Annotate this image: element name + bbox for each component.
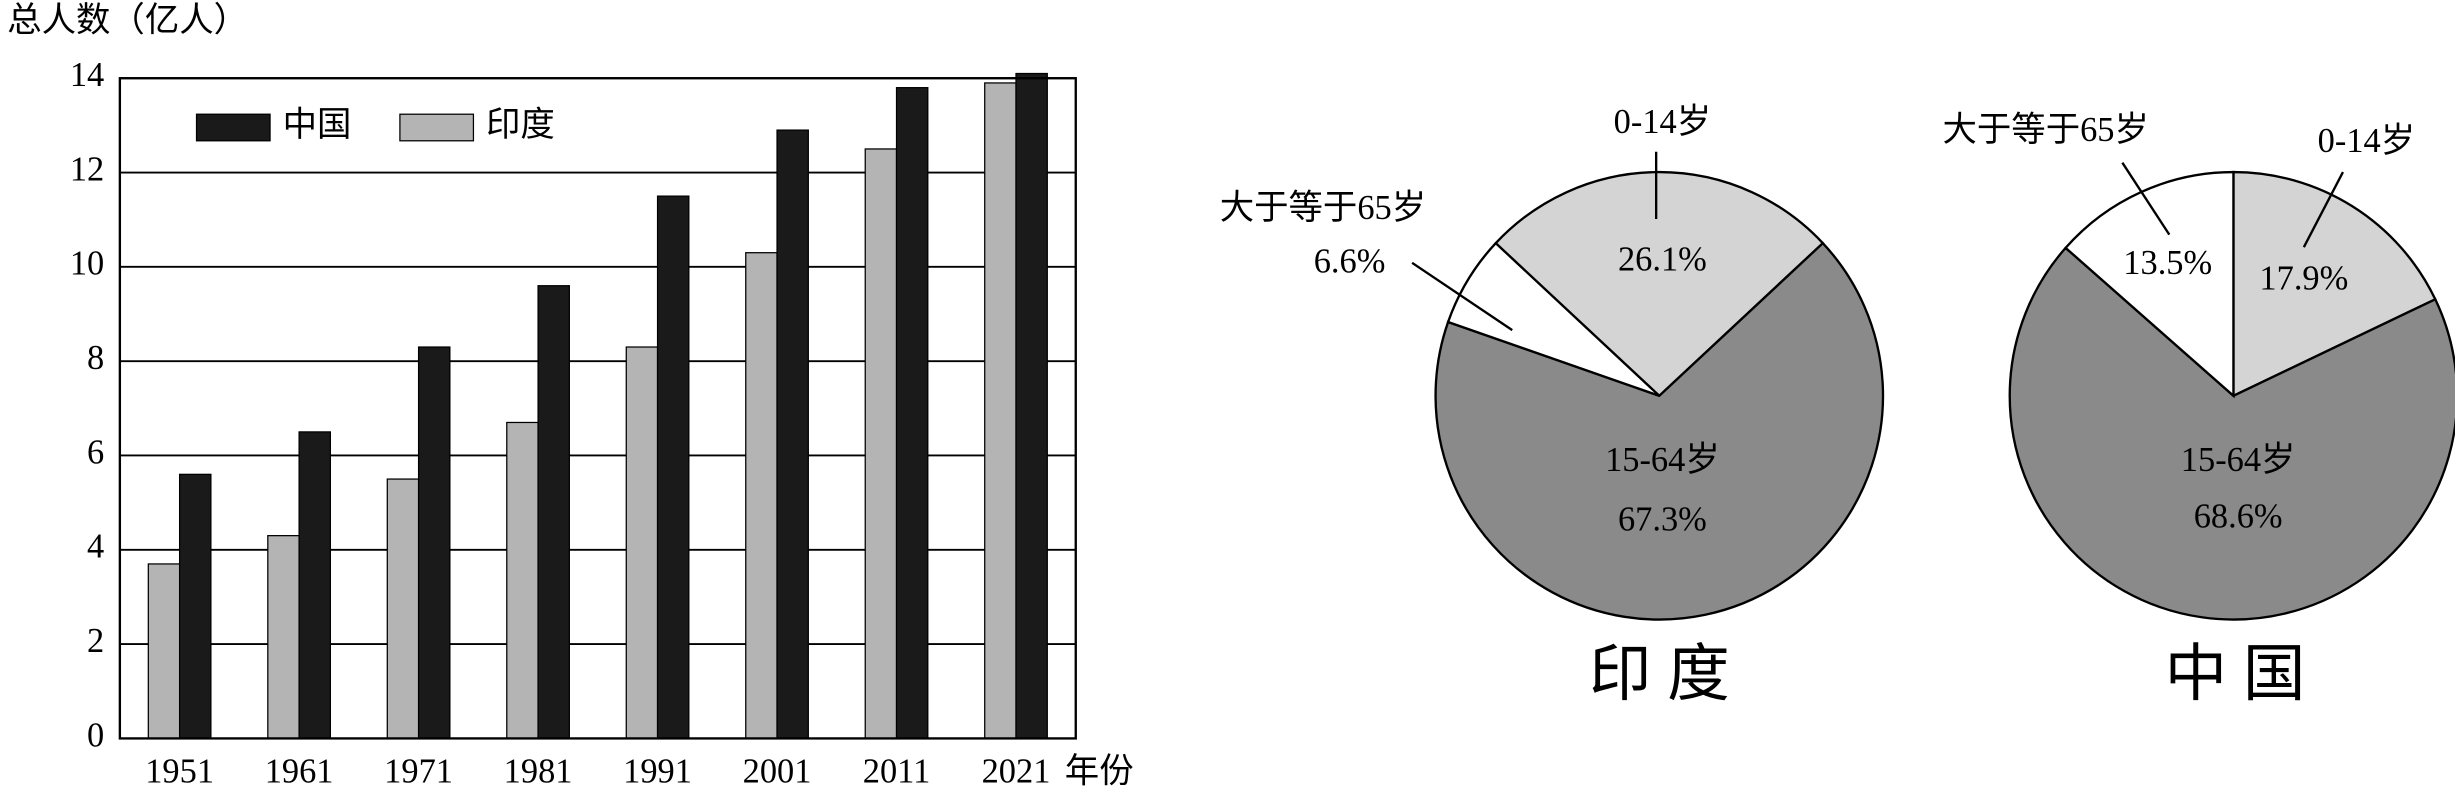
x-tick-label: 2001	[743, 752, 812, 790]
slice-value: 68.6%	[2194, 497, 2283, 535]
bar	[625, 346, 659, 740]
leader-line	[2121, 162, 2171, 236]
slice-value: 6.6%	[1314, 242, 1386, 280]
y-tick-label: 8	[87, 339, 104, 377]
bar	[895, 87, 929, 740]
pie-slice	[1494, 170, 1825, 398]
x-tick-label: 1991	[623, 752, 692, 790]
y-axis-label: 总人数（亿人）	[7, 1, 248, 39]
slice-name: 0-14岁	[1614, 103, 1711, 141]
y-tick-label: 10	[70, 245, 104, 283]
slice-value: 26.1%	[1618, 241, 1707, 279]
y-tick-label: 2	[87, 622, 104, 660]
bar	[298, 431, 332, 740]
bar	[537, 285, 570, 740]
x-tick-label: 1981	[504, 752, 573, 790]
y-tick-label: 0	[87, 716, 104, 754]
leader-line	[2302, 171, 2344, 248]
pie-slice	[1446, 241, 1661, 397]
x-tick-label: 2021	[982, 752, 1051, 790]
y-tick-label: 6	[87, 433, 104, 471]
slice-name: 大于等于65岁	[1942, 111, 2148, 149]
pie-title: 中 国	[2165, 639, 2306, 709]
pie-slice	[1434, 241, 1885, 621]
y-tick-label: 12	[70, 150, 104, 188]
x-axis-label: 年份	[1065, 752, 1134, 790]
x-tick-label: 1961	[265, 752, 334, 790]
legend-label: 中国	[283, 106, 352, 144]
x-tick-label: 1971	[384, 752, 453, 790]
bar	[506, 421, 539, 740]
slice-name: 0-14岁	[2318, 122, 2415, 160]
bar	[417, 346, 451, 740]
slice-name: 15-64岁	[2181, 441, 2296, 479]
pie-title: 印 度	[1589, 639, 1730, 709]
slice-name: 15-64岁	[1605, 441, 1720, 479]
bar	[984, 82, 1017, 740]
y-tick-label: 4	[87, 528, 104, 566]
bar	[656, 195, 690, 740]
legend-swatch	[399, 113, 475, 142]
slice-name: 大于等于65岁	[1220, 189, 1426, 227]
bar	[267, 535, 300, 740]
bar	[776, 129, 809, 740]
pie-slice	[2232, 170, 2437, 398]
slice-value: 67.3%	[1618, 500, 1707, 538]
bar	[178, 473, 212, 740]
pie-slice	[2008, 246, 2455, 621]
bar	[147, 563, 181, 740]
x-tick-label: 1951	[145, 752, 214, 790]
bar	[386, 478, 420, 740]
x-tick-label: 2011	[863, 752, 931, 790]
bar	[745, 252, 778, 740]
legend-label: 印度	[486, 106, 555, 144]
bar	[864, 148, 898, 740]
plot-frame	[118, 77, 1077, 740]
leader-line	[1411, 261, 1513, 332]
slice-value: 13.5%	[2123, 244, 2212, 282]
bar	[1015, 72, 1048, 740]
legend-swatch	[195, 113, 271, 142]
slice-value: 17.9%	[2259, 259, 2348, 297]
y-tick-label: 14	[70, 56, 104, 94]
